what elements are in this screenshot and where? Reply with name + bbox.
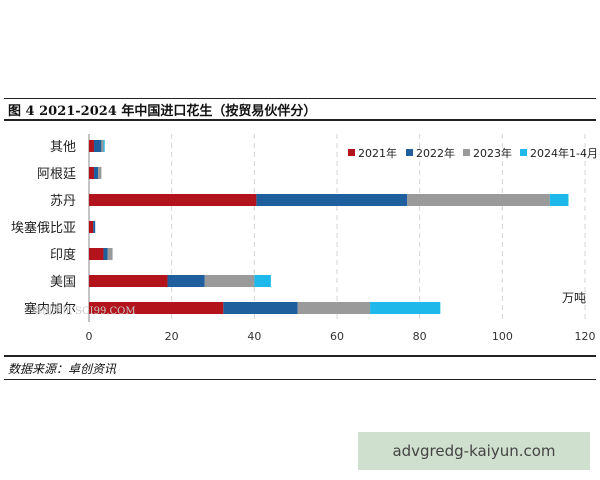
chart-title: 图 4 2021-2024 年中国进口花生（按贸易伙伴分） [8, 104, 317, 119]
watermark-text: advgredg-kaiyun.com [392, 442, 556, 460]
x-tick-label: 0 [86, 330, 93, 343]
bar-segment [89, 248, 104, 260]
bars [89, 140, 569, 314]
x-tick-labels: 0 20 40 60 80 100 120 [86, 330, 596, 343]
title-underline [4, 119, 596, 121]
x-tick-label: 120 [575, 330, 596, 343]
legend-label: 2024年1-4月 [530, 146, 598, 160]
bar-segment [256, 194, 408, 206]
bar-segment [98, 167, 102, 179]
category-label: 阿根廷 [37, 167, 76, 182]
bar-segment [254, 275, 271, 287]
category-label: 印度 [50, 247, 76, 263]
category-label: 苏丹 [50, 193, 76, 209]
category-label: 美国 [50, 275, 76, 290]
bar-segment [89, 275, 168, 287]
bar-segment [93, 167, 99, 179]
legend-swatch [520, 149, 527, 156]
legend-label: 2022年 [416, 146, 455, 160]
bar-segment [93, 140, 102, 152]
bar-segment [103, 248, 108, 260]
bar-segment [204, 275, 255, 287]
unit-label: 万吨 [562, 291, 586, 305]
bar-segment [89, 140, 94, 152]
top-border [4, 98, 596, 99]
bar-segment [223, 302, 298, 314]
bar-segment [89, 194, 257, 206]
source-note: 数据来源：卓创资讯 [8, 362, 117, 376]
x-tick-label: 80 [413, 330, 427, 343]
footer-rule [4, 355, 596, 357]
bar-segment [370, 302, 441, 314]
grid-lines [88, 134, 586, 322]
watermark-banner: advgredg-kaiyun.com [358, 432, 590, 470]
bar-segment [101, 140, 104, 152]
bar-segment [407, 194, 550, 206]
x-tick-label: 20 [165, 330, 179, 343]
bar-segment [89, 167, 94, 179]
legend: 2021年 2022年 2023年 2024年1-4月 [348, 146, 598, 160]
category-label: 塞内加尔 [24, 301, 76, 317]
category-label: 其他 [50, 140, 76, 155]
category-label: 埃塞俄比亚 [11, 220, 76, 236]
bar-segment [93, 221, 96, 233]
legend-label: 2021年 [358, 146, 397, 160]
watermark-logo: 卓创资讯 SCI99.COM [32, 304, 136, 317]
bar-segment [167, 275, 205, 287]
bottom-border [4, 379, 596, 380]
legend-swatch [348, 149, 355, 156]
legend-swatch [463, 149, 470, 156]
bar-segment [549, 194, 569, 206]
bar-segment [107, 248, 113, 260]
bar-segment [89, 302, 224, 314]
bar-segment [297, 302, 371, 314]
legend-swatch [406, 149, 413, 156]
legend-label: 2023年 [473, 146, 512, 160]
x-tick-label: 60 [330, 330, 344, 343]
bar-segment [89, 221, 94, 233]
x-tick-label: 100 [492, 330, 513, 343]
bar-segment [103, 140, 105, 152]
x-tick-label: 40 [247, 330, 261, 343]
